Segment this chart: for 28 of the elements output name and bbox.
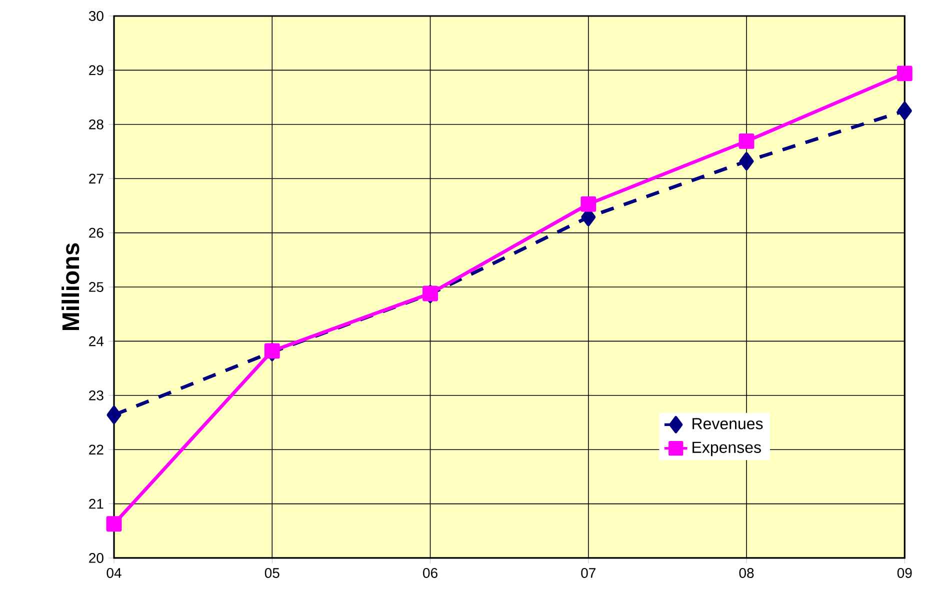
y-tick-label: 21 xyxy=(89,498,104,509)
x-tick-label: 08 xyxy=(739,568,754,578)
point xyxy=(738,133,754,149)
y-tick-label: 26 xyxy=(89,228,104,238)
y-tick-label: 24 xyxy=(89,336,104,346)
y-tick-label: 30 xyxy=(88,11,104,21)
x-tick-label: 04 xyxy=(106,568,122,578)
point xyxy=(896,66,912,82)
y-tick-label: 27 xyxy=(89,174,104,184)
point xyxy=(580,196,596,212)
x-tick-label: 05 xyxy=(264,568,280,578)
legend-label: Revenues xyxy=(692,418,763,430)
legend-label: Expenses xyxy=(692,442,761,456)
point xyxy=(739,152,754,170)
point xyxy=(106,516,122,532)
y-tick-label: 29 xyxy=(89,65,104,76)
y-tick-label: 23 xyxy=(89,390,104,400)
y-tick-label: 20 xyxy=(89,553,104,563)
y-tick-label: 25 xyxy=(89,282,104,292)
point xyxy=(897,102,912,120)
point xyxy=(106,406,122,424)
y-tick-label: 22 xyxy=(89,444,104,454)
x-tick-label: 09 xyxy=(897,568,912,578)
y-tick-label: 28 xyxy=(89,119,104,130)
x-tick-label: 07 xyxy=(581,568,596,578)
x-tick-label: 06 xyxy=(423,568,438,578)
y-axis-title: Millions xyxy=(62,243,80,330)
point xyxy=(264,343,280,359)
